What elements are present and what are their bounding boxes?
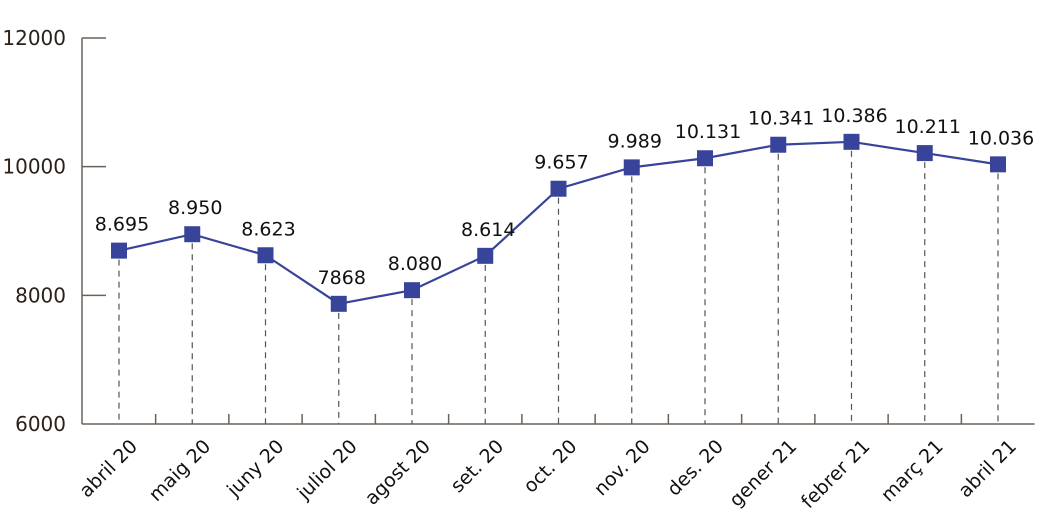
data-label: 10.211	[895, 116, 961, 138]
x-tick-label: des. 20	[663, 435, 728, 500]
data-point-marker	[770, 136, 787, 153]
y-tick-label: 6000	[15, 412, 66, 436]
x-tick-label: agost 20	[361, 435, 435, 509]
data-point-marker	[843, 133, 860, 150]
data-label: 9.989	[608, 130, 662, 152]
x-tick-label: maig 20	[145, 435, 216, 506]
y-tick-label: 10000	[2, 155, 66, 179]
data-point-marker	[330, 295, 347, 312]
data-label: 8.614	[461, 219, 515, 241]
data-label: 10.386	[821, 105, 887, 127]
data-label: 8.695	[95, 214, 149, 236]
x-tick-label: abril 21	[954, 435, 1021, 502]
y-tick-label: 12000	[2, 26, 66, 50]
data-point-marker	[550, 180, 567, 197]
data-label: 10.036	[968, 127, 1034, 149]
data-label: 9.657	[534, 152, 588, 174]
data-point-marker	[257, 247, 274, 264]
data-point-marker	[404, 282, 420, 299]
data-point-marker	[697, 150, 713, 167]
data-label: 8.080	[388, 253, 442, 275]
data-label: 10.341	[748, 108, 814, 130]
x-tick-label: juliol 20	[292, 435, 361, 504]
data-point-marker	[477, 247, 494, 264]
x-tick-label: gener 21	[725, 435, 801, 511]
data-label: 8.623	[241, 218, 295, 240]
data-point-marker	[916, 145, 933, 162]
data-point-marker	[184, 226, 201, 243]
x-tick-label: març 21	[877, 435, 948, 506]
data-label: 10.131	[675, 121, 741, 143]
y-tick-label: 8000	[15, 283, 66, 307]
x-tick-label: nov. 20	[590, 435, 655, 500]
data-point-marker	[111, 242, 127, 259]
x-tick-label: set. 20	[446, 435, 508, 497]
x-tick-label: juny 20	[222, 435, 288, 501]
data-label: 8.950	[168, 197, 222, 219]
x-tick-label: abril 20	[75, 435, 142, 502]
x-tick-label: febrer 21	[797, 435, 874, 512]
data-point-marker	[990, 156, 1006, 173]
data-label: 7868	[318, 267, 366, 289]
data-point-marker	[623, 159, 640, 176]
x-tick-label: oct. 20	[519, 435, 581, 497]
